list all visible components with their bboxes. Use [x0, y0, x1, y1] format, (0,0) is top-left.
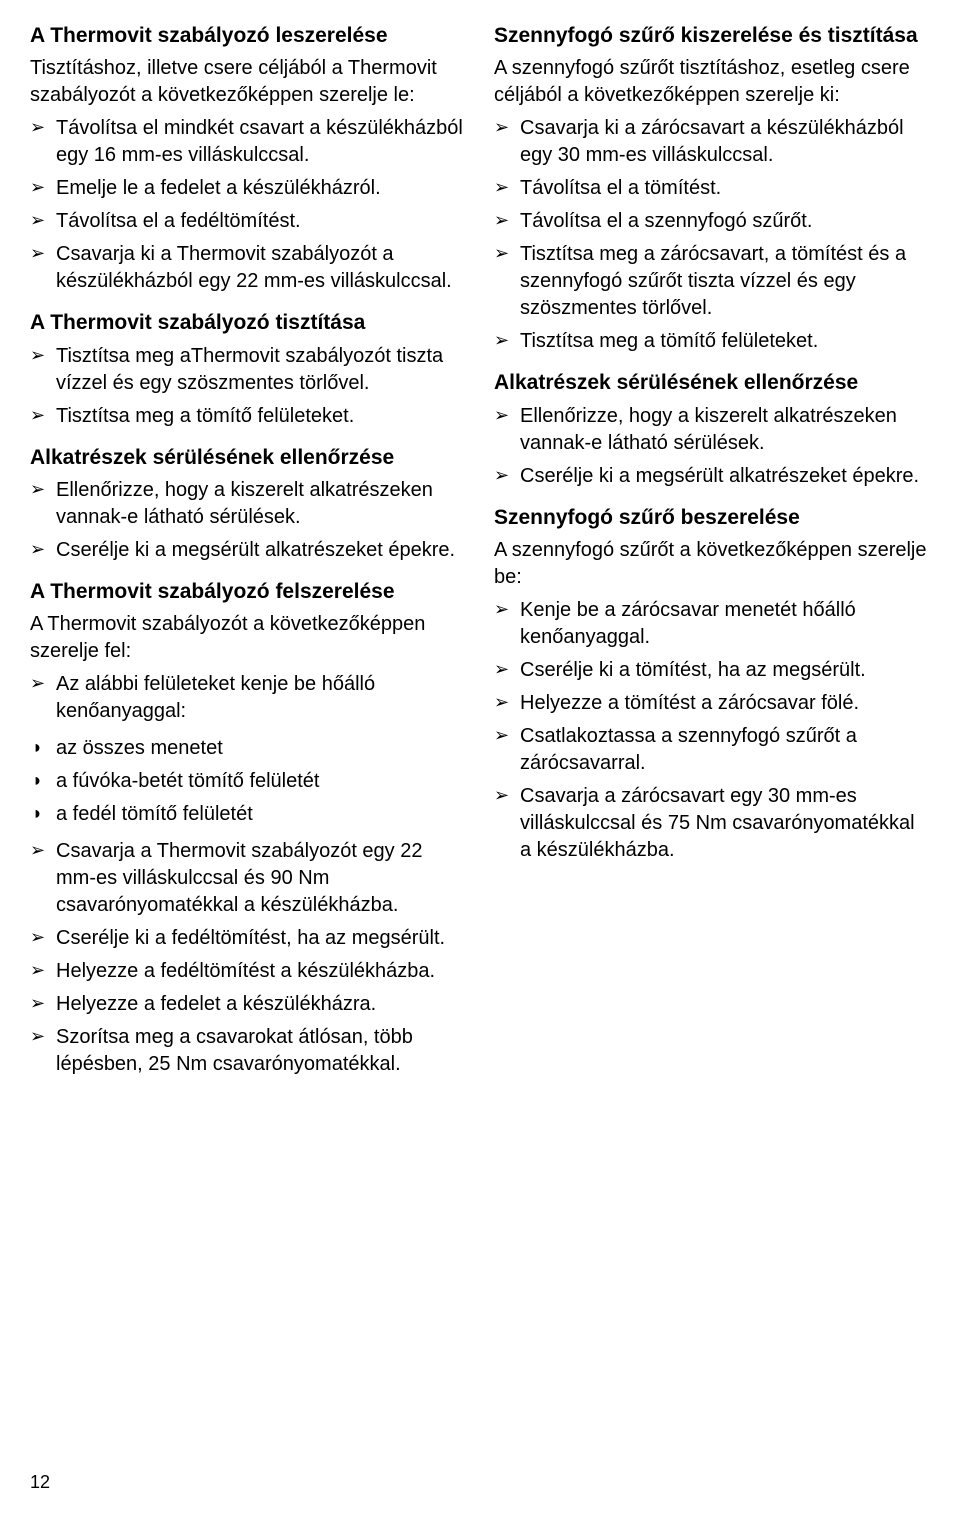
list-item: Csavarja a Thermovit szabályozót egy 22 …: [30, 838, 466, 919]
two-column-layout: A Thermovit szabályozó leszerelése Tiszt…: [30, 22, 930, 1092]
intro-text: A szennyfogó szűrőt a következőképpen sz…: [494, 537, 930, 591]
list-item: Csavarja ki a Thermovit szabályozót a ké…: [30, 241, 466, 295]
section-filter-install: Szennyfogó szűrő beszerelése A szennyfog…: [494, 504, 930, 864]
list-item: Helyezze a tömítést a zárócsavar fölé.: [494, 690, 930, 717]
heading: A Thermovit szabályozó leszerelése: [30, 22, 466, 49]
page-number: 12: [30, 1472, 50, 1493]
section-thermovit-remove: A Thermovit szabályozó leszerelése Tiszt…: [30, 22, 466, 295]
list-item: Kenje be a zárócsavar menetét hőálló ken…: [494, 597, 930, 651]
sub-list: az összes menetet a fúvóka-betét tömítő …: [30, 735, 466, 828]
list-item: Csatlakoztassa a szennyfogó szűrőt a zár…: [494, 723, 930, 777]
list-item: Cserélje ki a fedéltömítést, ha az megsé…: [30, 925, 466, 952]
list-item: Tisztítsa meg a tömítő felületeket.: [30, 403, 466, 430]
step-list: Ellenőrizze, hogy a kiszerelt alkatrésze…: [30, 477, 466, 564]
list-item: Cserélje ki a tömítést, ha az megsérült.: [494, 657, 930, 684]
heading: Szennyfogó szűrő kiszerelése és tisztítá…: [494, 22, 930, 49]
step-list: Ellenőrizze, hogy a kiszerelt alkatrésze…: [494, 403, 930, 490]
list-item: Tisztítsa meg a tömítő felületeket.: [494, 328, 930, 355]
section-thermovit-clean: A Thermovit szabályozó tisztítása Tisztí…: [30, 309, 466, 429]
heading: Alkatrészek sérülésének ellenőrzése: [30, 444, 466, 471]
intro-text: Tisztításhoz, illetve csere céljából a T…: [30, 55, 466, 109]
list-item: Tisztítsa meg aThermovit szabályozót tis…: [30, 343, 466, 397]
right-column: Szennyfogó szűrő kiszerelése és tisztítá…: [494, 22, 930, 1092]
heading: Alkatrészek sérülésének ellenőrzése: [494, 369, 930, 396]
step-list: Tisztítsa meg aThermovit szabályozót tis…: [30, 343, 466, 430]
list-item: Cserélje ki a megsérült alkatrészeket ép…: [30, 537, 466, 564]
list-item: a fúvóka-betét tömítő felületét: [30, 768, 466, 795]
intro-text: A szennyfogó szűrőt tisztításhoz, esetle…: [494, 55, 930, 109]
list-item: Ellenőrizze, hogy a kiszerelt alkatrésze…: [30, 477, 466, 531]
section-parts-check-right: Alkatrészek sérülésének ellenőrzése Elle…: [494, 369, 930, 489]
step-list: Csavarja ki a zárócsavart a készülékházb…: [494, 115, 930, 355]
list-item: az összes menetet: [30, 735, 466, 762]
step-list: Kenje be a zárócsavar menetét hőálló ken…: [494, 597, 930, 864]
intro-text: A Thermovit szabályozót a következőképpe…: [30, 611, 466, 665]
left-column: A Thermovit szabályozó leszerelése Tiszt…: [30, 22, 466, 1092]
section-thermovit-install: A Thermovit szabályozó felszerelése A Th…: [30, 578, 466, 1078]
step-list: Csavarja a Thermovit szabályozót egy 22 …: [30, 838, 466, 1078]
list-item: Szorítsa meg a csavarokat átlósan, több …: [30, 1024, 466, 1078]
list-item: Helyezze a fedéltömítést a készülékházba…: [30, 958, 466, 985]
list-item: Cserélje ki a megsérült alkatrészeket ép…: [494, 463, 930, 490]
heading: A Thermovit szabályozó tisztítása: [30, 309, 466, 336]
list-item: Távolítsa el a tömítést.: [494, 175, 930, 202]
list-item: Helyezze a fedelet a készülékházra.: [30, 991, 466, 1018]
step-list: Az alábbi felületeket kenje be hőálló ke…: [30, 671, 466, 725]
list-item: Távolítsa el a fedéltömítést.: [30, 208, 466, 235]
list-item: Távolítsa el a szennyfogó szűrőt.: [494, 208, 930, 235]
list-item: Ellenőrizze, hogy a kiszerelt alkatrésze…: [494, 403, 930, 457]
list-item: Csavarja ki a zárócsavart a készülékházb…: [494, 115, 930, 169]
heading: A Thermovit szabályozó felszerelése: [30, 578, 466, 605]
heading: Szennyfogó szűrő beszerelése: [494, 504, 930, 531]
list-item: Távolítsa el mindkét csavart a készülékh…: [30, 115, 466, 169]
step-list: Távolítsa el mindkét csavart a készülékh…: [30, 115, 466, 295]
list-item: a fedél tömítő felületét: [30, 801, 466, 828]
list-item: Tisztítsa meg a zárócsavart, a tömítést …: [494, 241, 930, 322]
section-filter-remove: Szennyfogó szűrő kiszerelése és tisztítá…: [494, 22, 930, 355]
section-parts-check-left: Alkatrészek sérülésének ellenőrzése Elle…: [30, 444, 466, 564]
list-item: Emelje le a fedelet a készülékházról.: [30, 175, 466, 202]
list-item: Csavarja a zárócsavart egy 30 mm-es vill…: [494, 783, 930, 864]
list-item: Az alábbi felületeket kenje be hőálló ke…: [30, 671, 466, 725]
